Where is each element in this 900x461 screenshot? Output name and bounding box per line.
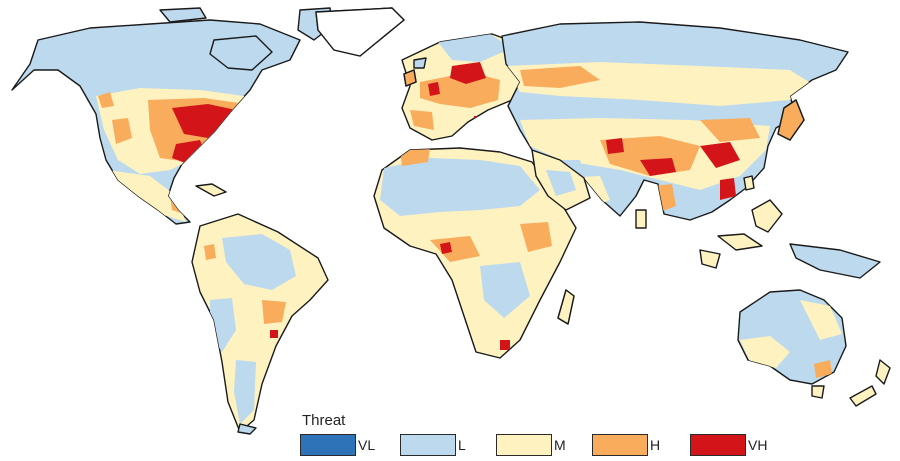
british-isles [403,69,417,87]
legend-title: Threat [302,412,346,429]
australia [737,289,847,399]
tierra-del-fuego [237,423,257,435]
legend-label-vl: VL [358,437,376,453]
legend-swatch-vl [300,434,356,456]
madagascar [557,289,575,325]
legend-swatch-vh [690,434,746,456]
map-legend: Threat VL L M H VH [298,410,778,458]
legend-swatch-m [496,434,552,456]
greenland [315,7,405,57]
legend-label-l: L [458,437,466,453]
africa [373,147,577,359]
arabian-peninsula [531,149,591,211]
japan [777,99,805,141]
caribbean-islands [195,183,227,197]
legend-label-m: M [554,437,566,453]
legend-label-vh: VH [748,437,768,453]
legend-label-h: H [650,437,661,453]
new-zealand [849,359,891,407]
legend-swatch-h [592,434,648,456]
south-america [191,213,329,433]
legend-swatch-l [400,434,456,456]
